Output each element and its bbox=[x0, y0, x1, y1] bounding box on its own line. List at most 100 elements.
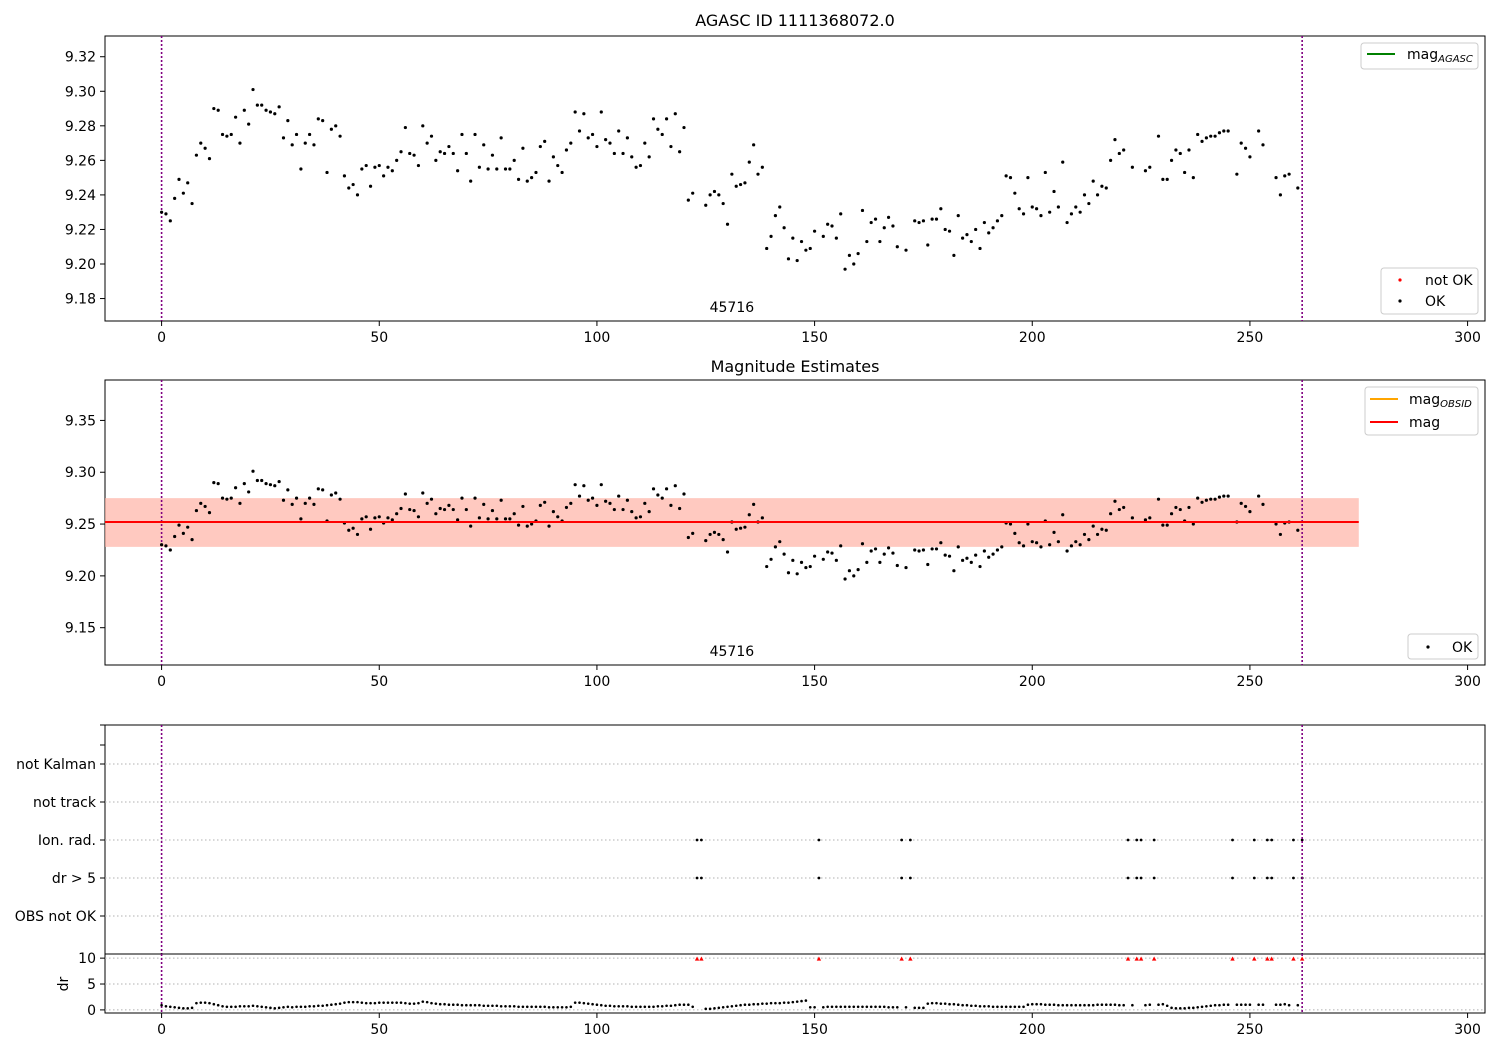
mag-point bbox=[847, 569, 852, 573]
y-tick-label: 9.26 bbox=[65, 153, 96, 169]
dr-point bbox=[1030, 1002, 1034, 1006]
mag-point bbox=[882, 226, 886, 230]
mag-point bbox=[377, 163, 381, 168]
dr-point bbox=[617, 1004, 620, 1008]
mag-point bbox=[1017, 207, 1021, 211]
mag-point bbox=[516, 523, 521, 527]
dr-point bbox=[1122, 1003, 1125, 1007]
mag-point bbox=[630, 510, 634, 514]
dr-point bbox=[721, 1006, 725, 1009]
mag-point bbox=[1026, 176, 1030, 180]
mag-point bbox=[490, 153, 495, 157]
dr-point bbox=[565, 1006, 568, 1009]
panel-dr-axes: 0 50 100 150 200 250 300 0 5 10 bbox=[78, 951, 1481, 1038]
mag-point bbox=[425, 501, 429, 505]
dr-point bbox=[835, 1005, 838, 1009]
dr-point bbox=[717, 1006, 721, 1010]
panel-dr-frame bbox=[104, 953, 1486, 1014]
mag-point bbox=[1196, 132, 1200, 137]
flag-point bbox=[1152, 838, 1156, 842]
legend-point-label: OK bbox=[1425, 294, 1446, 310]
mag-point bbox=[634, 516, 638, 520]
mag-point bbox=[573, 110, 577, 114]
mag-point bbox=[325, 170, 329, 175]
dr-point bbox=[399, 1001, 403, 1004]
dr-point bbox=[525, 1005, 529, 1009]
mag-point bbox=[181, 531, 185, 535]
mag-point bbox=[843, 577, 847, 581]
mag-point bbox=[1183, 170, 1187, 175]
dr-point bbox=[1144, 1003, 1147, 1007]
mag-point bbox=[1217, 131, 1222, 135]
mag-point bbox=[347, 186, 351, 190]
mag-point bbox=[225, 134, 229, 138]
mag-point bbox=[643, 501, 647, 505]
flag-point bbox=[1231, 838, 1234, 842]
dr-point bbox=[747, 1003, 751, 1007]
mag-point bbox=[312, 502, 316, 506]
mag-point bbox=[625, 498, 629, 502]
mag-point bbox=[1200, 139, 1204, 143]
mag-point bbox=[242, 482, 246, 486]
mag-point bbox=[934, 547, 939, 551]
mag-point bbox=[847, 253, 852, 257]
dr-point bbox=[1013, 1005, 1017, 1009]
mag-point bbox=[268, 110, 273, 114]
dr-point bbox=[164, 1004, 168, 1008]
dr-point bbox=[1070, 1003, 1073, 1007]
mag-point bbox=[769, 557, 773, 561]
dr-point bbox=[774, 1001, 777, 1005]
mag-point bbox=[1117, 151, 1121, 156]
dr-point bbox=[730, 1004, 734, 1008]
mag-point bbox=[969, 239, 973, 244]
mag-point bbox=[382, 174, 386, 178]
mag-point bbox=[921, 219, 926, 223]
mag-point bbox=[373, 516, 377, 520]
mag-point bbox=[1130, 516, 1134, 520]
mag-point bbox=[173, 196, 177, 200]
mag-point bbox=[974, 227, 978, 232]
x-tick-label: 0 bbox=[157, 330, 166, 346]
mag-point bbox=[673, 112, 677, 116]
dr-point bbox=[821, 1006, 825, 1009]
dr-point bbox=[382, 1001, 385, 1004]
dr-point bbox=[360, 1001, 364, 1004]
x-tick-label: 200 bbox=[1019, 674, 1046, 690]
mag-point bbox=[577, 129, 582, 133]
mag-point bbox=[647, 510, 651, 514]
flag-category-label: dr > 5 bbox=[52, 871, 96, 887]
mag-point bbox=[1278, 532, 1282, 537]
mag-point bbox=[268, 483, 273, 487]
flag-point bbox=[1135, 876, 1139, 880]
mag-point bbox=[512, 158, 516, 162]
mag-point bbox=[860, 208, 865, 213]
mag-point bbox=[1174, 505, 1178, 510]
mag-point bbox=[582, 484, 586, 488]
mag-point bbox=[582, 112, 586, 116]
mag-point bbox=[469, 524, 473, 528]
mag-point bbox=[1143, 169, 1148, 173]
dr-point bbox=[1161, 1002, 1165, 1006]
mag-point bbox=[612, 507, 616, 512]
dr-point bbox=[1118, 1003, 1121, 1007]
mag-point bbox=[1213, 134, 1217, 138]
dr-point bbox=[1244, 1003, 1247, 1007]
mag-point bbox=[752, 502, 756, 506]
mag-point bbox=[242, 108, 246, 112]
dr-point bbox=[647, 1005, 651, 1009]
dr-point bbox=[434, 1002, 438, 1005]
dr-point bbox=[621, 1004, 625, 1008]
mag-point bbox=[456, 518, 460, 522]
mag-point bbox=[982, 220, 986, 225]
dr-point bbox=[547, 1006, 551, 1009]
legend-line-label: magAGASC bbox=[1407, 47, 1473, 65]
mag-point bbox=[421, 491, 425, 495]
mag-point bbox=[1082, 532, 1087, 537]
flag-point bbox=[1252, 838, 1256, 842]
mag-point bbox=[1257, 129, 1261, 133]
mag-point bbox=[839, 212, 843, 216]
mag-point bbox=[708, 193, 712, 197]
mag-point bbox=[351, 526, 355, 530]
mag-point bbox=[473, 132, 477, 137]
dr-point bbox=[286, 1005, 290, 1009]
